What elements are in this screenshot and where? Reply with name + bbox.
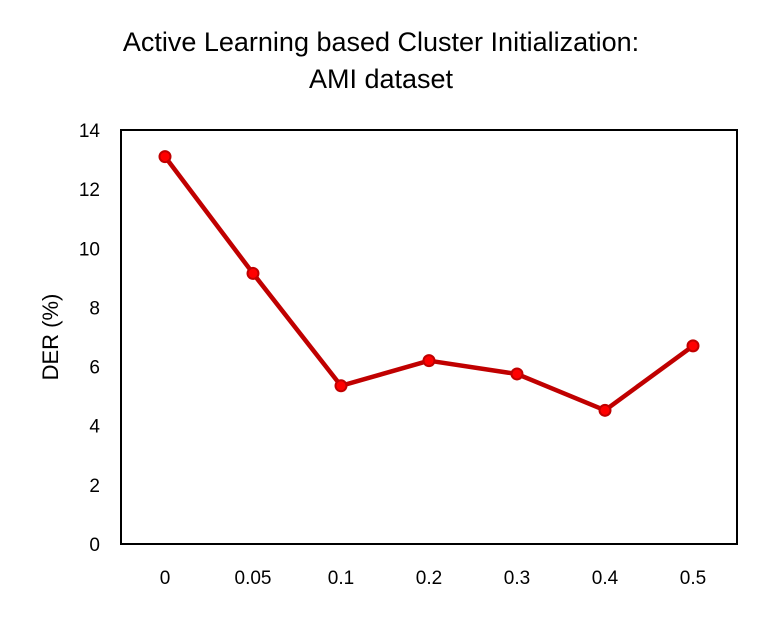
data-point: [158, 150, 172, 164]
chart-title-line-2: AMI dataset: [308, 64, 454, 94]
x-tick-label: 0: [160, 568, 171, 589]
y-tick-label: 14: [79, 121, 101, 142]
data-point: [246, 266, 260, 280]
data-point: [510, 367, 524, 381]
y-tick-label: 6: [89, 358, 100, 379]
data-point: [686, 339, 700, 353]
x-tick-label: 0.3: [504, 568, 530, 589]
x-tick-label: 0.1: [328, 568, 354, 589]
y-tick-label: 8: [89, 298, 100, 319]
x-tick-label: 0.2: [416, 568, 442, 589]
y-axis-label: DER (%): [38, 294, 63, 381]
data-point: [598, 403, 612, 417]
y-tick-label: 10: [79, 239, 100, 260]
data-point: [422, 354, 436, 368]
chart-title: Active Learning based Cluster Initializa…: [0, 24, 762, 98]
x-axis-ticks: 0 0.05 0.1 0.2 0.3 0.4 0.5: [160, 568, 707, 589]
x-tick-label: 0.4: [592, 568, 619, 589]
y-tick-label: 0: [89, 535, 100, 556]
y-tick-label: 12: [79, 180, 100, 201]
series-der: [158, 150, 700, 417]
series-line: [163, 155, 695, 413]
plot-area-frame: [120, 129, 738, 545]
x-tick-label: 0.5: [680, 568, 706, 589]
x-tick-label: 0.05: [235, 568, 272, 589]
data-point: [334, 379, 348, 393]
y-tick-label: 4: [89, 417, 100, 438]
y-tick-label: 2: [89, 476, 100, 497]
chart-title-line-1: Active Learning based Cluster Initializa…: [122, 27, 640, 57]
y-axis-ticks: 0 2 4 6 8 10 12 14: [79, 121, 101, 556]
